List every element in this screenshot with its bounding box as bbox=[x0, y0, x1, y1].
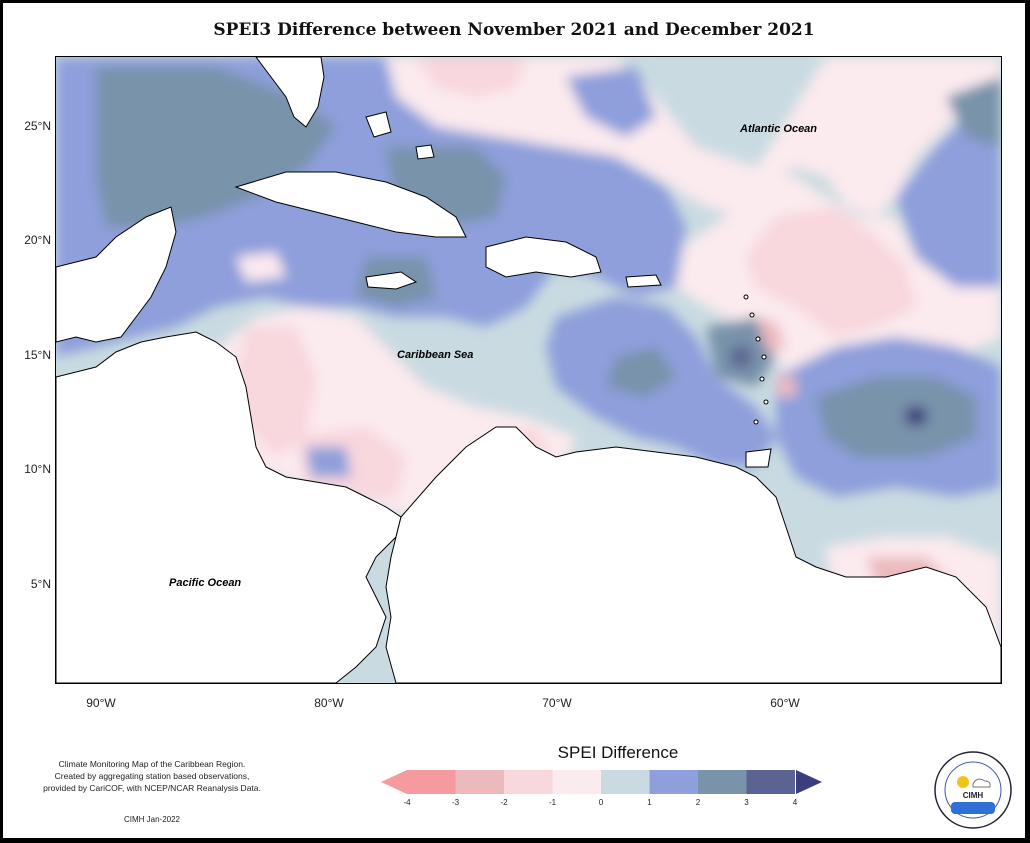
map-figure: SPEI3 Difference between November 2021 a… bbox=[3, 3, 1025, 838]
lon-label-70w: 70°W bbox=[542, 696, 572, 710]
land-trinidad bbox=[745, 448, 772, 468]
land-central-america bbox=[56, 331, 402, 683]
zone-steel-gulf bbox=[96, 67, 336, 227]
land-antilles-2 bbox=[749, 312, 755, 318]
legend-box-5 bbox=[649, 770, 698, 794]
lat-label-5n: 5°N bbox=[30, 577, 51, 591]
credits-date: CIMH Jan-2022 bbox=[123, 815, 181, 824]
land-antilles-4 bbox=[761, 354, 767, 360]
wave-icon bbox=[951, 802, 995, 814]
land-cuba bbox=[234, 171, 467, 238]
zone-pink-nicaragua bbox=[296, 427, 406, 497]
zone-rose-antilles bbox=[756, 317, 786, 352]
cimh-logo: CIMH bbox=[934, 751, 1012, 829]
page-title: SPEI3 Difference between November 2021 a… bbox=[213, 20, 815, 40]
credits-text: Climate Monitoring Map of the Caribbean … bbox=[17, 758, 287, 794]
label-caribbean-sea: Caribbean Sea bbox=[397, 349, 474, 361]
legend-tick-label: -1 bbox=[548, 798, 557, 807]
legend-tick-label: 2 bbox=[695, 798, 701, 807]
zone-rose-barbados bbox=[776, 377, 796, 397]
zone-pink-top bbox=[386, 57, 1001, 217]
lon-label-90w: 90°W bbox=[86, 696, 116, 710]
credits-line-2: Created by aggregating station based obs… bbox=[54, 771, 250, 781]
legend-box-4 bbox=[601, 770, 650, 794]
color-legend bbox=[381, 770, 822, 794]
land-puerto-rico bbox=[625, 274, 662, 288]
zone-blue-costarica bbox=[306, 447, 351, 477]
legend-box-7 bbox=[746, 770, 795, 794]
credits-line-3: provided by CariCOF, with NCEP/NCAR Rean… bbox=[43, 783, 261, 793]
sun-icon bbox=[957, 776, 969, 788]
legend-tick-label: 1 bbox=[647, 798, 652, 807]
lon-label-60w: 60°W bbox=[770, 696, 800, 710]
land-bahamas-2 bbox=[415, 144, 435, 160]
label-pacific-ocean: Pacific Ocean bbox=[169, 577, 242, 589]
legend-boxes bbox=[407, 770, 795, 794]
label-atlantic-ocean: Atlantic Ocean bbox=[740, 123, 818, 135]
lat-label-20n: 20°N bbox=[24, 233, 51, 247]
zone-pink-honduras bbox=[236, 327, 316, 457]
credits-line-1: Climate Monitoring Map of the Caribbean … bbox=[58, 759, 246, 769]
zone-blue-north bbox=[566, 67, 656, 137]
zone-steel-ne bbox=[946, 77, 1001, 147]
land-florida bbox=[255, 57, 325, 128]
zone-steel-east-carib bbox=[606, 347, 676, 397]
legend-box-2 bbox=[504, 770, 553, 794]
lon-label-80w: 80°W bbox=[314, 696, 344, 710]
legend-tick-label: -4 bbox=[403, 798, 411, 807]
landmass bbox=[56, 57, 1001, 683]
legend-tick-label: 0 bbox=[598, 798, 604, 807]
spei-map bbox=[56, 57, 1001, 683]
land-jamaica bbox=[365, 271, 418, 290]
legend-arrow-right bbox=[796, 770, 822, 794]
legend-box-0 bbox=[407, 770, 456, 794]
zone-steel-se bbox=[816, 377, 976, 457]
land-bahamas-1 bbox=[365, 111, 392, 138]
land-south-america bbox=[385, 426, 1001, 683]
map-panel bbox=[55, 56, 1002, 684]
zone-pink-east-core bbox=[746, 207, 916, 337]
lat-label-15n: 15°N bbox=[24, 348, 51, 362]
legend-title: SPEI Difference bbox=[557, 743, 679, 762]
land-antilles-6 bbox=[763, 399, 769, 405]
legend-box-3 bbox=[552, 770, 601, 794]
zone-blue-ne bbox=[896, 97, 1001, 287]
logo-text: CIMH bbox=[963, 791, 984, 800]
legend-arrow-left bbox=[381, 770, 407, 794]
zone-deepest-se bbox=[906, 407, 926, 425]
land-antilles-7 bbox=[753, 419, 759, 425]
lat-label-10n: 10°N bbox=[24, 462, 51, 476]
legend-tick-label: -2 bbox=[500, 798, 508, 807]
legend-box-6 bbox=[698, 770, 747, 794]
land-antilles-3 bbox=[755, 336, 761, 342]
land-antilles-1 bbox=[743, 294, 749, 300]
zone-deep-antilles bbox=[731, 347, 751, 367]
land-antilles-5 bbox=[759, 376, 765, 382]
cloud-icon bbox=[972, 778, 991, 788]
legend-box-1 bbox=[455, 770, 504, 794]
land-yucatan bbox=[56, 206, 177, 343]
legend-tick-label: -3 bbox=[451, 798, 460, 807]
legend-tick-label: 4 bbox=[792, 798, 798, 807]
zone-pink-yucatan bbox=[236, 252, 286, 282]
legend-tick-label: 3 bbox=[744, 798, 749, 807]
land-hispaniola bbox=[485, 236, 602, 278]
zone-pink-top-dark bbox=[416, 57, 526, 97]
lat-label-25n: 25°N bbox=[24, 119, 51, 133]
